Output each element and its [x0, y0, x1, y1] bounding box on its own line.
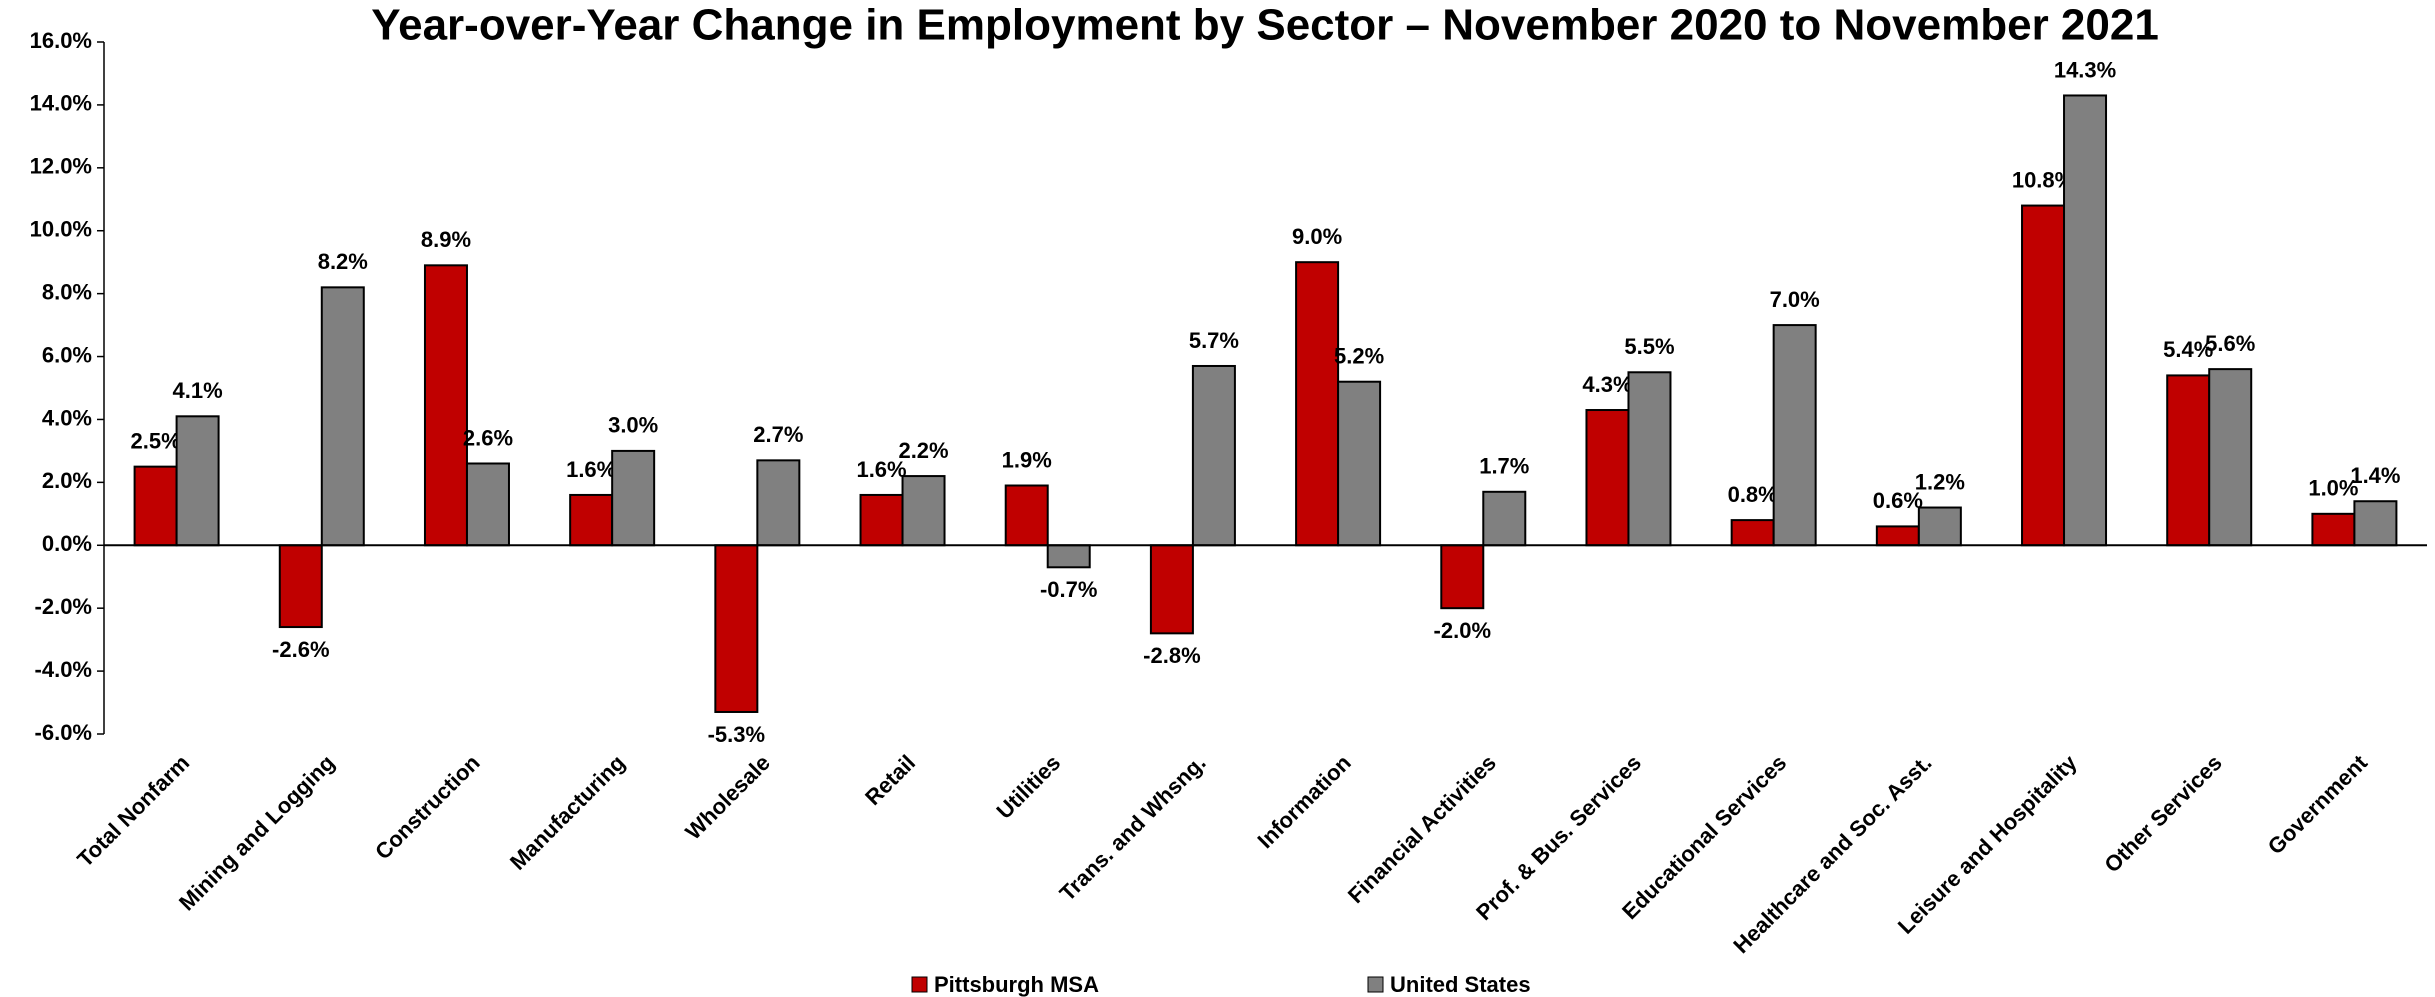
- bar: [756, 459, 801, 547]
- bar: [2311, 512, 2356, 547]
- value-label: 0.8%: [1728, 482, 1778, 507]
- x-tick-label: Educational Services: [1617, 750, 1791, 924]
- bar: [569, 493, 614, 547]
- y-tick-label: 16.0%: [30, 28, 92, 53]
- x-tick-label: Financial Activities: [1343, 750, 1501, 908]
- value-label: 9.0%: [1292, 224, 1342, 249]
- bar: [320, 286, 365, 547]
- y-tick-label: 4.0%: [42, 405, 92, 430]
- legend-swatch: [911, 976, 928, 993]
- bar: [1627, 371, 1672, 547]
- x-tick-label: Trans. and Whsng.: [1055, 750, 1211, 906]
- value-label: -2.6%: [272, 637, 329, 662]
- bar: [1482, 490, 1527, 547]
- value-label: 5.7%: [1189, 328, 1239, 353]
- value-label: 1.4%: [2350, 463, 2400, 488]
- value-label: 1.7%: [1479, 454, 1529, 479]
- y-tick-label: 6.0%: [42, 342, 92, 367]
- bar: [1046, 544, 1091, 569]
- x-tick-label: Other Services: [2099, 750, 2227, 878]
- bar: [2063, 94, 2108, 547]
- bar: [1772, 324, 1817, 547]
- value-label: 1.6%: [856, 457, 906, 482]
- bar: [1440, 544, 1485, 610]
- value-label: 0.6%: [1873, 488, 1923, 513]
- x-tick-label: Total Nonfarm: [72, 750, 194, 872]
- value-label: 14.3%: [2054, 57, 2116, 82]
- y-tick-label: -6.0%: [35, 720, 92, 745]
- x-tick-label: Manufacturing: [505, 750, 630, 875]
- value-label: 1.2%: [1915, 469, 1965, 494]
- legend-label: United States: [1390, 972, 1531, 997]
- y-tick-label: 10.0%: [30, 217, 92, 242]
- value-label: -0.7%: [1040, 577, 1097, 602]
- value-label: 8.2%: [318, 249, 368, 274]
- y-tick-label: 12.0%: [30, 154, 92, 179]
- x-tick-label: Government: [2263, 749, 2373, 859]
- y-tick-label: -4.0%: [35, 657, 92, 682]
- bar: [859, 493, 904, 547]
- value-label: 4.1%: [173, 378, 223, 403]
- value-label: -2.0%: [1434, 618, 1491, 643]
- bar: [1004, 484, 1049, 547]
- value-label: 5.2%: [1334, 344, 1384, 369]
- value-label: 5.5%: [1624, 334, 1674, 359]
- bar: [423, 264, 468, 547]
- bar: [465, 462, 510, 547]
- value-label: 1.9%: [1002, 447, 1052, 472]
- value-label: 2.5%: [131, 428, 181, 453]
- value-label: 2.7%: [753, 422, 803, 447]
- bar: [2021, 204, 2066, 547]
- bar: [2208, 368, 2253, 547]
- bar: [2166, 374, 2211, 547]
- x-tick-label: Information: [1253, 750, 1356, 853]
- value-label: -5.3%: [708, 722, 765, 747]
- value-label: 7.0%: [1770, 287, 1820, 312]
- value-label: -2.8%: [1143, 643, 1200, 668]
- bar: [1337, 380, 1382, 547]
- bar: [278, 544, 323, 629]
- bar: [1149, 544, 1194, 635]
- chart-title: Year-over-Year Change in Employment by S…: [371, 1, 2159, 50]
- value-label: 5.4%: [2163, 337, 2213, 362]
- x-tick-label: Wholesale: [680, 750, 775, 845]
- bar: [611, 449, 656, 547]
- y-tick-label: 2.0%: [42, 468, 92, 493]
- bar: [1585, 409, 1630, 547]
- bar: [1730, 519, 1775, 547]
- y-tick-label: 14.0%: [30, 91, 92, 116]
- x-tick-label: Retail: [860, 750, 920, 810]
- value-label: 1.6%: [566, 457, 616, 482]
- value-label: 8.9%: [421, 227, 471, 252]
- bar: [1295, 261, 1340, 547]
- bar: [1917, 506, 1962, 547]
- x-tick-label: Prof. & Bus. Services: [1471, 750, 1646, 925]
- value-label: 4.3%: [1582, 372, 1632, 397]
- x-tick-label: Mining and Logging: [174, 750, 339, 915]
- value-label: 2.6%: [463, 425, 513, 450]
- value-label: 1.0%: [2308, 476, 2358, 501]
- bar: [133, 465, 178, 547]
- value-label: 5.6%: [2205, 331, 2255, 356]
- x-tick-label: Construction: [370, 750, 484, 864]
- y-tick-label: 0.0%: [42, 531, 92, 556]
- value-label: 3.0%: [608, 413, 658, 438]
- legend-label: Pittsburgh MSA: [934, 972, 1099, 997]
- x-tick-label: Utilities: [991, 750, 1065, 824]
- legend-swatch: [1367, 976, 1384, 993]
- bar: [1191, 364, 1236, 547]
- bar: [901, 475, 946, 547]
- bar: [175, 415, 220, 547]
- y-tick-label: 8.0%: [42, 279, 92, 304]
- bar: [714, 544, 759, 713]
- bar: [2353, 500, 2398, 547]
- bar: [1875, 525, 1920, 547]
- value-label: 2.2%: [898, 438, 948, 463]
- y-tick-label: -2.0%: [35, 594, 92, 619]
